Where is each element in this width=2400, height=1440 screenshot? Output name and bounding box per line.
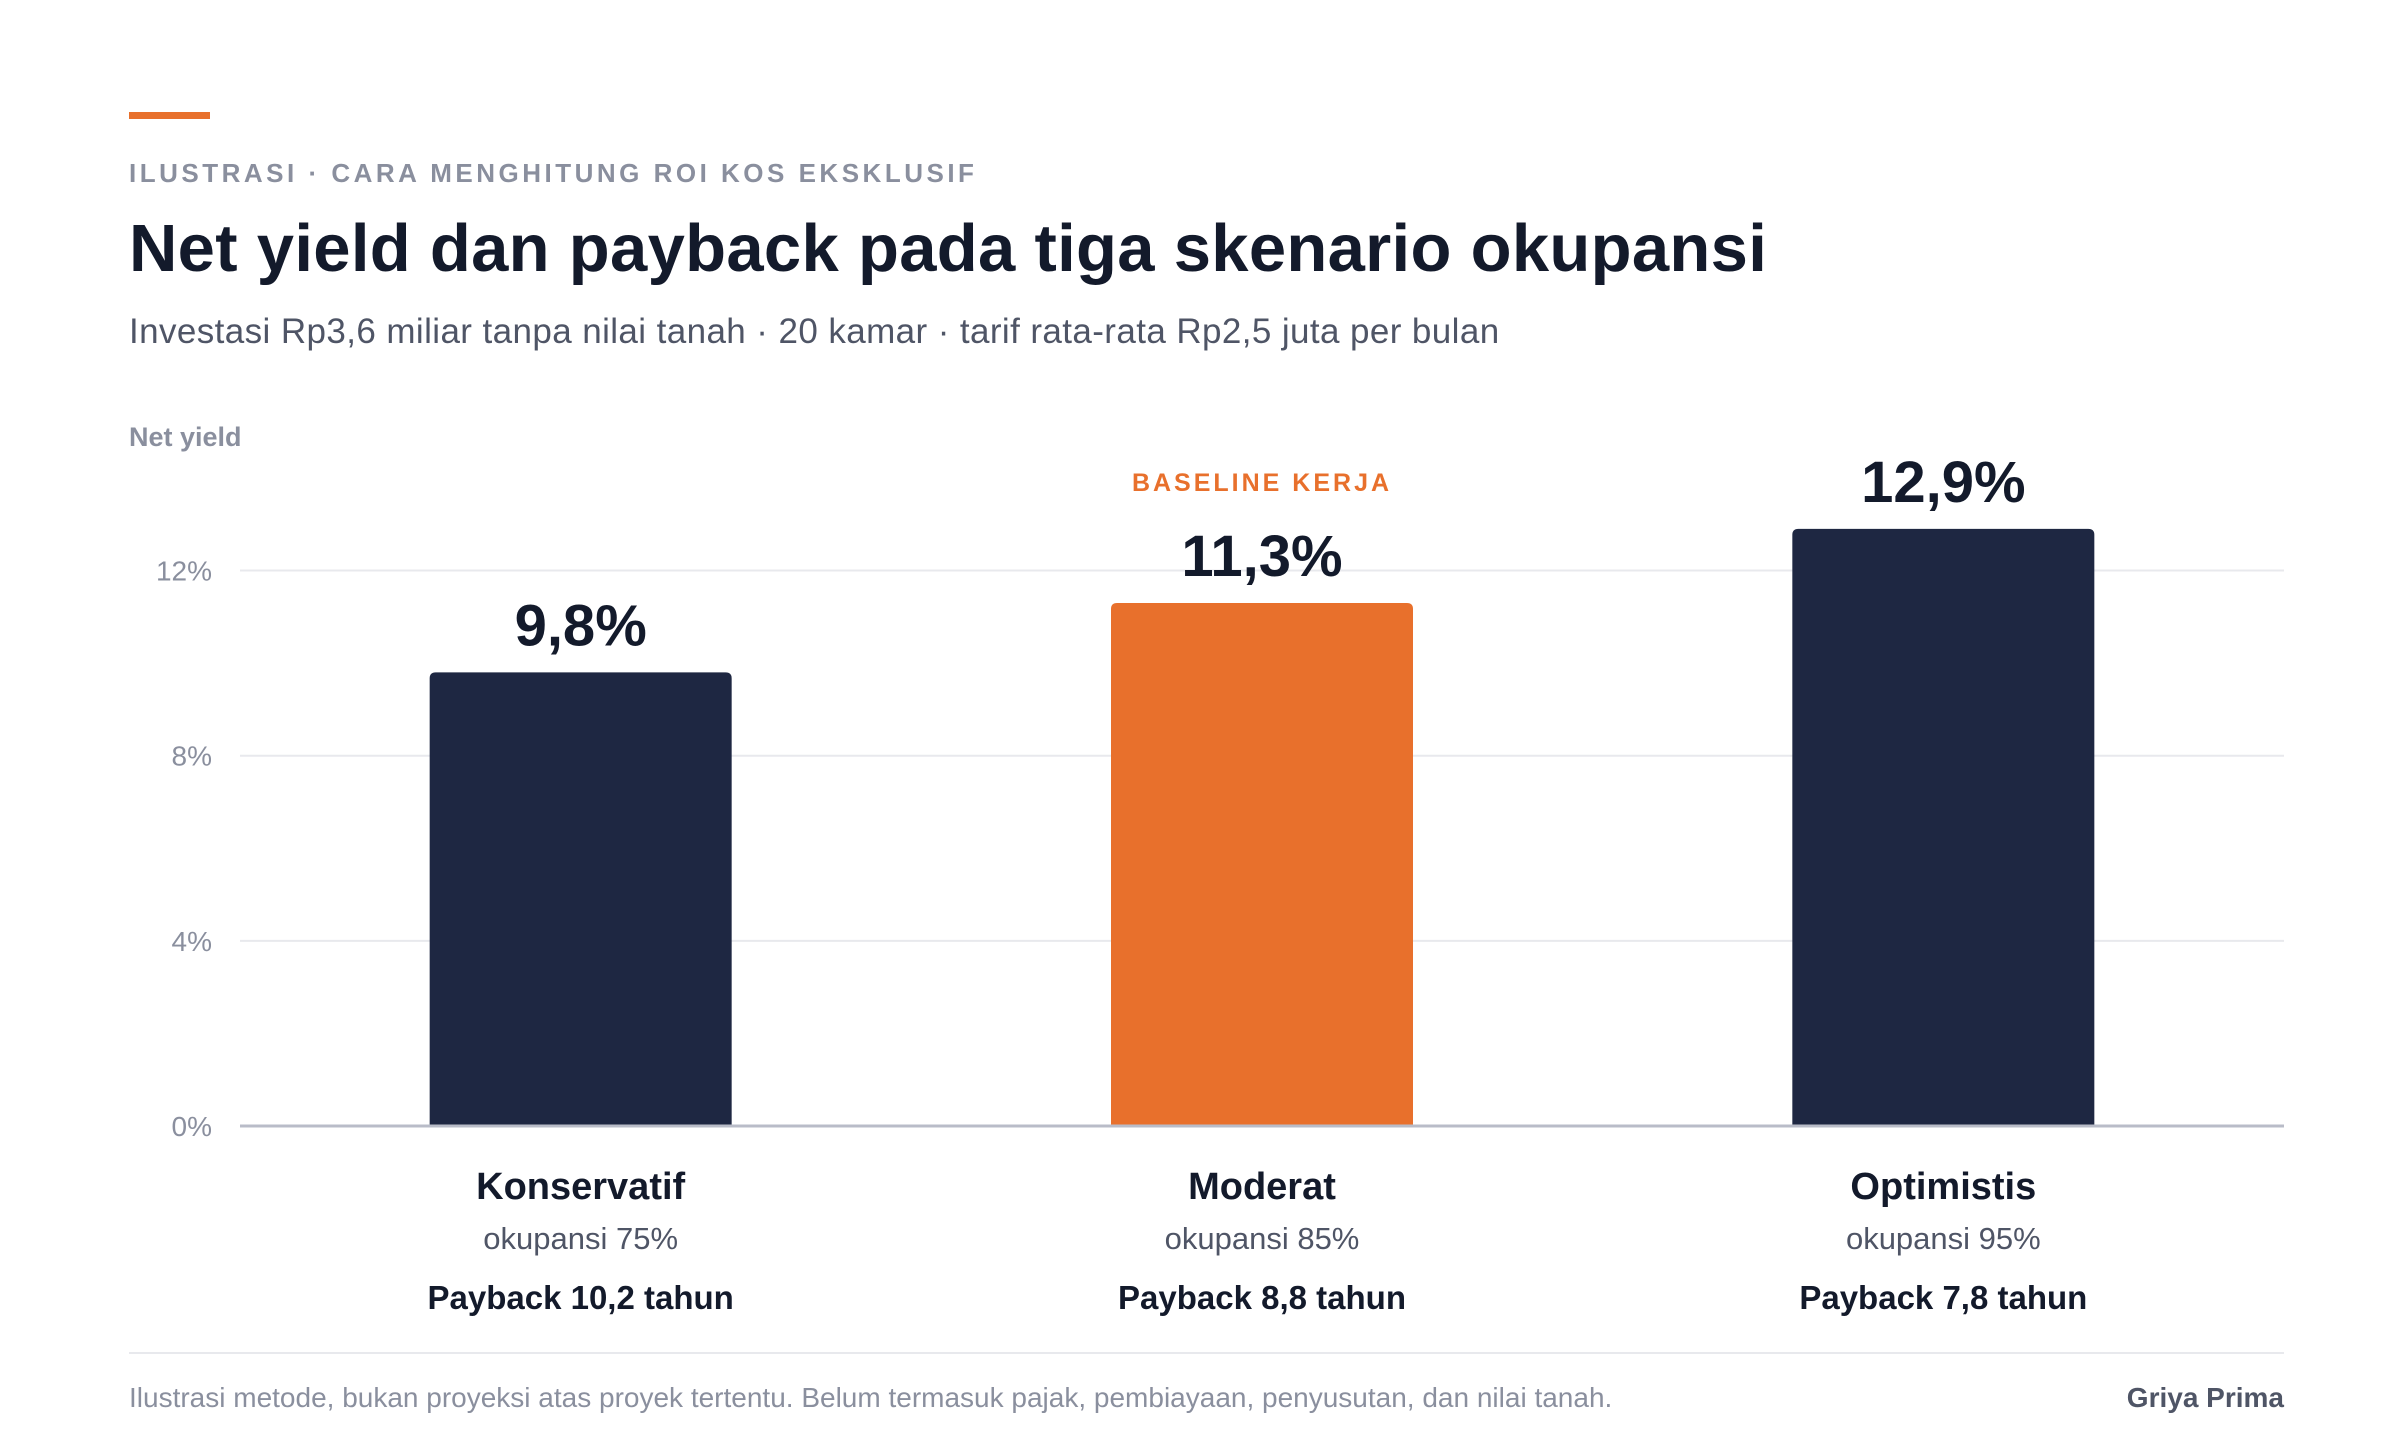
category-label: Optimistis	[1850, 1166, 2036, 1208]
chart-title: Net yield dan payback pada tiga skenario…	[129, 211, 1768, 286]
y-tick-label: 12%	[156, 556, 212, 587]
accent-rule	[129, 112, 210, 119]
footnote: Ilustrasi metode, bukan proyeksi atas pr…	[129, 1382, 1613, 1413]
y-tick-label: 0%	[172, 1111, 212, 1142]
y-axis-label: Net yield	[129, 422, 242, 452]
occupancy-label: okupansi 85%	[1165, 1221, 1360, 1256]
bar-value-label: 11,3%	[1181, 524, 1342, 589]
brand-name: Griya Prima	[2126, 1382, 2284, 1413]
chart-subtitle: Investasi Rp3,6 miliar tanpa nilai tanah…	[129, 312, 1500, 351]
category-label: Moderat	[1188, 1166, 1336, 1208]
footer-divider	[129, 1352, 2284, 1354]
occupancy-label: okupansi 95%	[1846, 1221, 2041, 1256]
y-tick-label: 4%	[172, 926, 212, 957]
bar	[429, 672, 732, 1126]
bar	[1792, 528, 2095, 1126]
payback-label: Payback 10,2 tahun	[428, 1279, 734, 1316]
baseline-badge: BASELINE KERJA	[1132, 469, 1392, 497]
eyebrow: ILUSTRASI · CARA MENGHITUNG ROI KOS EKSK…	[129, 158, 978, 188]
occupancy-label: okupansi 75%	[483, 1221, 678, 1256]
bar-value-label: 12,9%	[1861, 450, 2025, 515]
payback-label: Payback 8,8 tahun	[1118, 1279, 1406, 1316]
y-tick-label: 8%	[172, 741, 212, 772]
bar-value-label: 9,8%	[515, 593, 647, 658]
category-label: Konservatif	[476, 1166, 685, 1208]
bar	[1111, 602, 1413, 1126]
payback-label: Payback 7,8 tahun	[1799, 1279, 2087, 1316]
